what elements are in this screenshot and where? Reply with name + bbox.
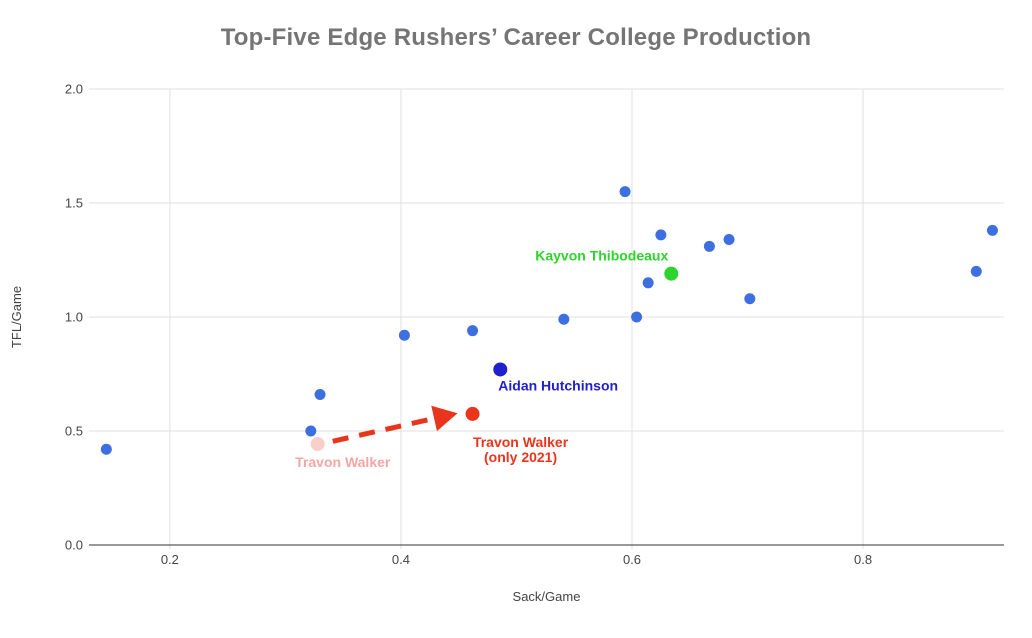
chart-title: Top-Five Edge Rushers’ Career College Pr… — [220, 24, 812, 51]
other-edge-rushers-point — [723, 233, 735, 245]
other-edge-rushers-point — [970, 265, 982, 277]
travon-walker-career-label: Travon Walker — [295, 454, 391, 470]
trend-arrow-head — [431, 405, 458, 432]
y-tick-label: 0.0 — [65, 538, 83, 553]
travon-walker-2021-label: Travon Walker — [473, 434, 569, 450]
y-tick-label: 1.0 — [65, 310, 83, 325]
y-tick-label: 0.5 — [65, 424, 83, 439]
other-edge-rushers-point — [314, 389, 326, 401]
x-tick-label: 0.4 — [392, 552, 410, 567]
trend-arrow-shaft — [332, 416, 433, 444]
x-tick-label: 0.8 — [854, 552, 872, 567]
other-edge-rushers-point — [631, 311, 643, 323]
other-edge-rushers-point — [986, 224, 998, 236]
other-edge-rushers-point — [655, 229, 667, 241]
other-edge-rushers-point — [100, 443, 112, 455]
x-tick-label: 0.2 — [161, 552, 179, 567]
travon-walker-2021-label: (only 2021) — [484, 449, 557, 465]
x-tick-label: 0.6 — [623, 552, 641, 567]
other-edge-rushers-point — [305, 425, 317, 437]
other-edge-rushers-point — [703, 240, 715, 252]
other-edge-rushers-point — [619, 186, 631, 198]
y-tick-label: 1.5 — [65, 196, 83, 211]
aidan-hutchinson-point — [493, 362, 508, 377]
other-edge-rushers-point — [642, 277, 654, 289]
aidan-hutchinson-label: Aidan Hutchinson — [498, 377, 618, 393]
travon-walker-career-point — [310, 436, 325, 451]
travon-walker-2021-point — [465, 406, 480, 421]
other-edge-rushers-point — [558, 313, 570, 325]
other-edge-rushers-point — [467, 325, 479, 337]
y-axis-title: TFL/Game — [9, 286, 24, 348]
x-axis-title: Sack/Game — [513, 589, 581, 604]
kayvon-thibodeaux-point — [664, 266, 679, 281]
y-tick-label: 2.0 — [65, 82, 83, 97]
other-edge-rushers-point — [398, 329, 410, 341]
other-edge-rushers-point — [744, 293, 756, 305]
kayvon-thibodeaux-label: Kayvon Thibodeaux — [535, 248, 668, 264]
